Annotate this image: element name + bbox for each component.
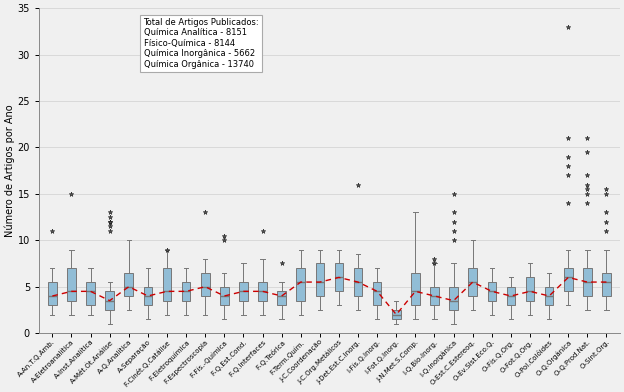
PathPatch shape bbox=[487, 282, 496, 301]
PathPatch shape bbox=[239, 282, 248, 301]
PathPatch shape bbox=[411, 273, 420, 305]
PathPatch shape bbox=[507, 287, 515, 305]
PathPatch shape bbox=[430, 287, 439, 305]
PathPatch shape bbox=[163, 268, 172, 301]
PathPatch shape bbox=[334, 263, 343, 291]
PathPatch shape bbox=[124, 273, 133, 296]
PathPatch shape bbox=[373, 282, 381, 305]
PathPatch shape bbox=[277, 291, 286, 305]
PathPatch shape bbox=[144, 287, 152, 305]
PathPatch shape bbox=[449, 287, 458, 310]
PathPatch shape bbox=[602, 273, 611, 296]
PathPatch shape bbox=[469, 268, 477, 296]
PathPatch shape bbox=[67, 268, 76, 301]
PathPatch shape bbox=[220, 287, 228, 305]
PathPatch shape bbox=[86, 282, 95, 305]
PathPatch shape bbox=[583, 268, 592, 296]
PathPatch shape bbox=[564, 268, 573, 291]
PathPatch shape bbox=[545, 287, 553, 305]
Text: Total de Artigos Publicados:
Química Analítica - 8151
Físico-Química - 8144
Quím: Total de Artigos Publicados: Química Ana… bbox=[144, 18, 259, 69]
PathPatch shape bbox=[354, 268, 363, 296]
PathPatch shape bbox=[296, 268, 305, 301]
PathPatch shape bbox=[48, 282, 57, 305]
PathPatch shape bbox=[201, 273, 210, 296]
PathPatch shape bbox=[258, 282, 267, 301]
PathPatch shape bbox=[392, 310, 401, 319]
PathPatch shape bbox=[316, 263, 324, 296]
Y-axis label: Número de Artigos por Ano: Número de Artigos por Ano bbox=[4, 104, 15, 237]
PathPatch shape bbox=[105, 291, 114, 310]
PathPatch shape bbox=[182, 282, 190, 301]
PathPatch shape bbox=[526, 278, 534, 301]
